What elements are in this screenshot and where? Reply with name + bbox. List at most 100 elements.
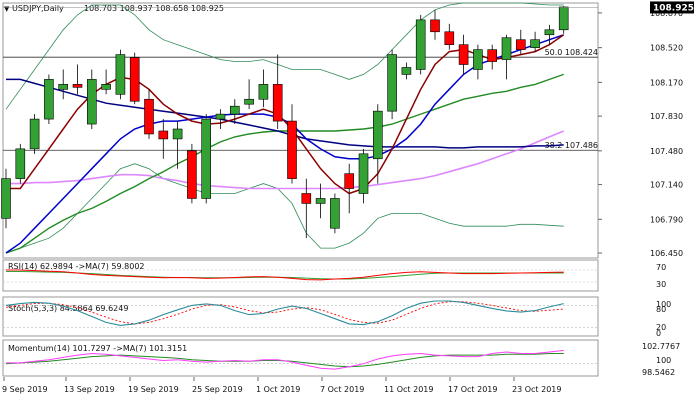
ma-fast-line [6, 34, 565, 195]
price-tick-label: 107.830 [650, 112, 683, 121]
bollinger-bands [5, 2, 564, 254]
price-tick-label: 108.170 [650, 78, 683, 87]
candle-body [72, 84, 83, 88]
candle-body [344, 173, 355, 189]
date-tick-label: 25 Sep 2019 [192, 385, 243, 394]
bear-candle [515, 29, 526, 55]
bull-candle [315, 183, 326, 219]
bull-candle [330, 193, 340, 234]
price-tick-label: 107.140 [650, 181, 683, 190]
date-tick-label: 17 Oct 2019 [448, 385, 497, 394]
bull-candle [115, 49, 126, 100]
stoch-axis-tick: 80 [656, 305, 666, 314]
candle-body [401, 67, 412, 75]
bull-candle [387, 49, 397, 120]
price-tick-label: 108.520 [650, 44, 683, 53]
candle-body [258, 84, 269, 100]
date-tick-label: 1 Oct 2019 [256, 385, 300, 394]
candle-body [372, 110, 383, 160]
bull-candle [101, 69, 111, 95]
bollinger-lower-band [5, 163, 564, 254]
header-bar: ▼ USDJPY,Daily 108.703 108.937 108.658 1… [4, 4, 224, 13]
ma-long-blue-line [6, 78, 564, 149]
candle-body [330, 198, 340, 229]
candle-body [287, 120, 297, 179]
ma-violet-line [6, 130, 565, 190]
bull-candle [415, 14, 426, 75]
bear-candle [72, 64, 83, 95]
momentum-axis-tick: 98.5462 [642, 368, 675, 377]
symbol-dropdown-icon[interactable]: ▼ [4, 5, 10, 13]
candle-body [272, 84, 283, 122]
bear-candle [444, 23, 455, 50]
bull-candle [244, 79, 254, 110]
stochastic-indicator [3, 300, 598, 328]
bear-candle [158, 119, 169, 159]
candle-body [558, 6, 569, 31]
bull-candle [258, 69, 269, 108]
candle-body [87, 79, 97, 125]
candle-body [101, 84, 111, 90]
momentum-label: Momentum(14) 101.7297 ->MA(7) 101.3151 [8, 344, 187, 353]
candle-body [444, 31, 455, 45]
stoch-axis-tick: 100 [656, 300, 671, 309]
bull-candle [558, 5, 569, 34]
ohlc-readout: 108.703 108.937 108.658 108.925 [84, 4, 224, 13]
candlesticks [1, 5, 569, 239]
bull-candle [29, 114, 40, 154]
bollinger-upper-band [5, 2, 564, 110]
candle-body [201, 118, 211, 199]
candle-body [129, 57, 140, 102]
stoch-d-line [5, 301, 564, 325]
rsi-indicator [3, 269, 598, 283]
chart-symbol-label: USDJPY,Daily [12, 4, 64, 13]
candle-body [230, 105, 240, 115]
stoch-label: Stoch(5,3,3) 84.5864 69.6249 [8, 304, 128, 313]
bear-candle [187, 143, 197, 204]
candle-body [501, 37, 512, 60]
bear-candle [287, 104, 297, 184]
stoch-axis-tick: 0 [656, 329, 661, 338]
candle-body [15, 148, 26, 179]
momentum-ma-line [5, 353, 564, 368]
current-price-label: 108.925 [653, 3, 694, 13]
candle-body [487, 49, 498, 62]
bull-candle [544, 24, 555, 45]
rsi-label: RSI(14) 62.9894 ->MA(7) 59.8002 [8, 262, 145, 271]
candle-body [44, 79, 54, 120]
candle-body [415, 19, 426, 70]
bull-candle [58, 69, 69, 100]
bull-candle [87, 69, 97, 130]
bull-candle [530, 31, 540, 52]
current-price-box [650, 1, 694, 14]
bull-candle [1, 168, 11, 229]
date-tick-label: 19 Sep 2019 [128, 385, 179, 394]
bull-candle [215, 109, 226, 130]
candle-body [387, 54, 397, 112]
date-tick-label: 13 Sep 2019 [64, 385, 115, 394]
bull-candle [44, 74, 54, 125]
bear-candle [129, 52, 140, 105]
candle-body [544, 29, 555, 36]
stoch-k-line [5, 300, 564, 326]
date-tick-label: 9 Sep 2019 [2, 385, 48, 394]
candle-body [115, 54, 126, 95]
price-tick-label: 106.790 [650, 215, 683, 224]
bull-candle [501, 34, 512, 80]
candle-body [215, 113, 226, 120]
candle-body [458, 44, 469, 65]
bull-candle [401, 62, 412, 80]
candle-body [430, 19, 440, 33]
bull-candle [358, 148, 369, 204]
bull-candle [172, 121, 183, 169]
rsi-axis-tick: 30 [656, 280, 666, 289]
momentum-line [6, 349, 564, 370]
fib-level-label: 38.2 107.486 [545, 141, 598, 150]
moving-averages [5, 34, 565, 254]
candle-body [530, 39, 540, 48]
candle-body [158, 130, 169, 140]
candle-body [144, 98, 154, 135]
rsi-axis: 70 30 [656, 263, 666, 289]
rsi-axis-tick: 70 [656, 263, 666, 272]
